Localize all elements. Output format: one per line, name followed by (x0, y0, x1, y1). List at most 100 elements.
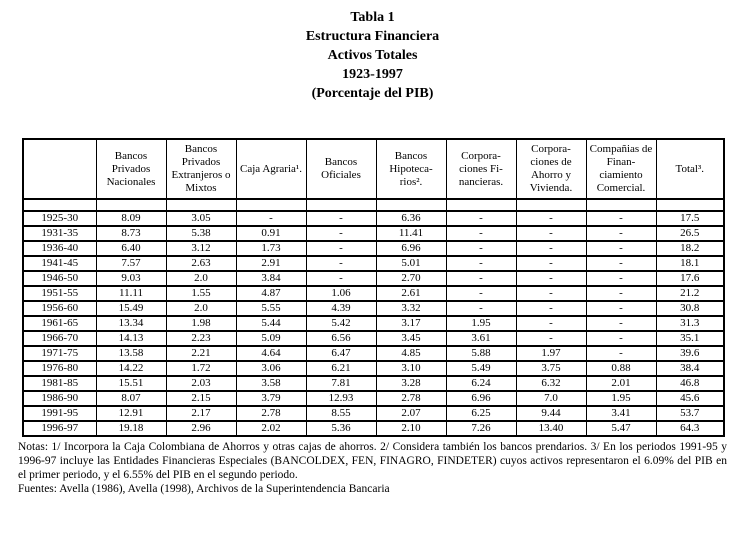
spacer-cell (235, 198, 307, 212)
value-cell: - (515, 315, 587, 332)
value-cell: 21.2 (655, 285, 725, 302)
value-cell: 6.47 (305, 345, 377, 362)
value-cell: 3.45 (375, 330, 447, 347)
value-cell: 3.10 (375, 360, 447, 377)
value-cell: 8.07 (95, 390, 167, 407)
value-cell: - (585, 330, 657, 347)
value-cell: 1.55 (165, 285, 237, 302)
value-cell: 5.55 (235, 300, 307, 317)
value-cell: 0.88 (585, 360, 657, 377)
value-cell: 12.91 (95, 405, 167, 422)
value-cell: 3.84 (235, 270, 307, 287)
value-cell: - (305, 225, 377, 242)
value-cell: 3.41 (585, 405, 657, 422)
value-cell: - (445, 210, 517, 227)
value-cell: 6.21 (305, 360, 377, 377)
table-row: 1941-45 7.57 2.63 2.91-5.01- - -18.1 (22, 255, 725, 272)
value-cell: - (585, 255, 657, 272)
value-cell: 6.56 (305, 330, 377, 347)
table-row: 1925-30 8.09 3.05- -6.36- - -17.5 (22, 210, 725, 227)
period-cell: 1986-90 (22, 390, 97, 407)
spacer-cell (375, 198, 447, 212)
value-cell: - (445, 285, 517, 302)
spacer-cell (95, 198, 167, 212)
value-cell: 2.0 (165, 300, 237, 317)
value-cell: - (585, 225, 657, 242)
header-corporaciones-ahorro-vivienda: Corpora-ciones de Ahorro y Vivienda. (515, 138, 587, 200)
value-cell: 1.97 (515, 345, 587, 362)
spacer-cell (445, 198, 517, 212)
value-cell: - (445, 225, 517, 242)
value-cell: 8.09 (95, 210, 167, 227)
period-cell: 1925-30 (22, 210, 97, 227)
value-cell: - (445, 300, 517, 317)
period-cell: 1941-45 (22, 255, 97, 272)
value-cell: 3.06 (235, 360, 307, 377)
table-row: 1991-95 12.91 2.17 2.78 8.55 2.07 6.25 9.44 3.41… (22, 405, 725, 422)
value-cell: - (585, 240, 657, 257)
value-cell: 1.72 (165, 360, 237, 377)
value-cell: 5.38 (165, 225, 237, 242)
value-cell: 6.96 (445, 390, 517, 407)
table-row: 1956-60 15.49 2.0 5.55 4.39 3.32- - -30.8 (22, 300, 725, 317)
value-cell: 13.58 (95, 345, 167, 362)
value-cell: 5.44 (235, 315, 307, 332)
header-total: Total³. (655, 138, 725, 200)
value-cell: 2.96 (165, 420, 237, 437)
table-row: 1946-50 9.03 2.0 3.84-2.70- - -17.6 (22, 270, 725, 287)
value-cell: - (515, 240, 587, 257)
header-period (22, 138, 97, 200)
value-cell: 35.1 (655, 330, 725, 347)
period-cell: 1981-85 (22, 375, 97, 392)
title-table-number: Tabla 1 (350, 10, 395, 25)
value-cell: 2.0 (165, 270, 237, 287)
financial-table-header: Bancos Privados Nacionales Bancos Privad… (22, 138, 725, 200)
value-cell: - (445, 270, 517, 287)
value-cell: - (445, 240, 517, 257)
value-cell: 1.73 (235, 240, 307, 257)
spacer-cell (655, 198, 725, 212)
value-cell: 5.42 (305, 315, 377, 332)
header-caja-agraria: Caja Agraria¹. (235, 138, 307, 200)
value-cell: - (585, 285, 657, 302)
value-cell: 6.40 (95, 240, 167, 257)
table-row: 1966-70 14.13 2.23 5.09 6.56 3.45 3.61- -35.1 (22, 330, 725, 347)
value-cell: 5.09 (235, 330, 307, 347)
table-row: 1986-90 8.07 2.15 3.79 12.93 2.78 6.96 7.0 1.95 4… (22, 390, 725, 407)
value-cell: 9.44 (515, 405, 587, 422)
value-cell: 2.15 (165, 390, 237, 407)
period-cell: 1946-50 (22, 270, 97, 287)
value-cell: - (235, 210, 307, 227)
financial-table-body: 1925-30 8.09 3.05- -6.36- - -17.5 1931-35 8.73 5… (22, 198, 725, 437)
value-cell: - (585, 210, 657, 227)
value-cell: 4.87 (235, 285, 307, 302)
value-cell: 2.03 (165, 375, 237, 392)
value-cell: 31.3 (655, 315, 725, 332)
value-cell: 39.6 (655, 345, 725, 362)
value-cell: 9.03 (95, 270, 167, 287)
value-cell: 4.64 (235, 345, 307, 362)
value-cell: 2.61 (375, 285, 447, 302)
spacer-row (22, 198, 725, 212)
spacer-cell (585, 198, 657, 212)
value-cell: 3.05 (165, 210, 237, 227)
value-cell: 6.25 (445, 405, 517, 422)
table-row: 1976-80 14.22 1.72 3.06 6.21 3.10 5.49 3.75 0.88… (22, 360, 725, 377)
title-main: Estructura Financiera (305, 29, 440, 44)
value-cell: 11.41 (375, 225, 447, 242)
spacer-cell (515, 198, 587, 212)
value-cell: 3.12 (165, 240, 237, 257)
value-cell: 6.24 (445, 375, 517, 392)
value-cell: 17.6 (655, 270, 725, 287)
value-cell: 3.17 (375, 315, 447, 332)
period-cell: 1966-70 (22, 330, 97, 347)
period-cell: 1991-95 (22, 405, 97, 422)
value-cell: 2.78 (235, 405, 307, 422)
value-cell: 3.32 (375, 300, 447, 317)
value-cell: - (515, 330, 587, 347)
value-cell: 2.91 (235, 255, 307, 272)
value-cell: 14.22 (95, 360, 167, 377)
value-cell: 18.2 (655, 240, 725, 257)
financial-table: Bancos Privados Nacionales Bancos Privad… (22, 138, 725, 437)
value-cell: 1.95 (445, 315, 517, 332)
